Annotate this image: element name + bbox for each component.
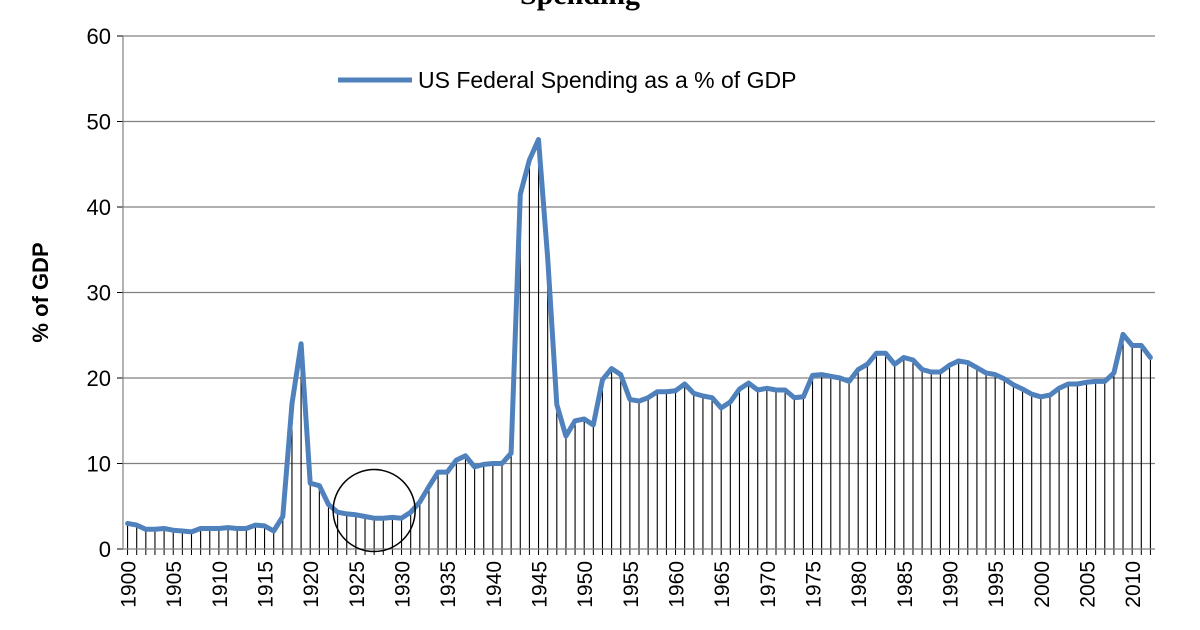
drop-lines [127,139,1151,549]
x-tick-label: 1985 [894,561,917,608]
x-tick-label: 2010 [1122,561,1145,608]
y-tick-label: 60 [87,24,111,49]
chart-title: Spending [520,0,640,11]
x-tick-label: 1910 [209,561,232,608]
x-tick-label: 1950 [574,561,597,608]
x-tick-label: 1965 [711,561,734,608]
x-tick-label: 1915 [255,561,278,608]
legend: US Federal Spending as a % of GDP [338,67,796,93]
x-tick-label: 2000 [1031,561,1054,608]
y-tick-label: 50 [87,110,111,135]
y-tick-label: 40 [87,195,111,220]
y-tick-label: 10 [87,452,111,477]
x-tick-label: 1990 [940,561,963,608]
y-axis-ticks: 0 10 20 30 40 50 60 [87,24,123,562]
x-tick-label: 1960 [666,561,689,608]
x-tick-label: 1920 [300,561,323,608]
x-tick-label: 1980 [848,561,871,608]
x-tick-label: 1930 [392,561,415,608]
x-tick-label: 1925 [346,561,369,608]
x-tick-label: 1940 [483,561,506,608]
x-tick-label: 2005 [1077,561,1100,608]
legend-label: US Federal Spending as a % of GDP [418,67,796,93]
x-axis-ticks: 1900 1905 1910 1915 1920 1925 1930 1935 1940 1945… [118,549,1151,608]
x-tick-label: 1970 [757,561,780,608]
y-tick-label: 0 [99,537,111,562]
x-tick-label: 1975 [803,561,826,608]
y-tick-label: 20 [87,366,111,391]
x-tick-label: 1955 [620,561,643,608]
x-tick-label: 1945 [529,561,552,608]
x-tick-label: 1935 [437,561,460,608]
annotation-circle [332,468,416,553]
y-tick-label: 30 [87,281,111,306]
x-tick-label: 1995 [985,561,1008,608]
series-line-federal-spending [125,137,1153,535]
y-axis-title: % of GDP [28,242,53,342]
x-tick-label: 1905 [163,561,186,608]
x-tick-label: 1900 [118,561,141,608]
